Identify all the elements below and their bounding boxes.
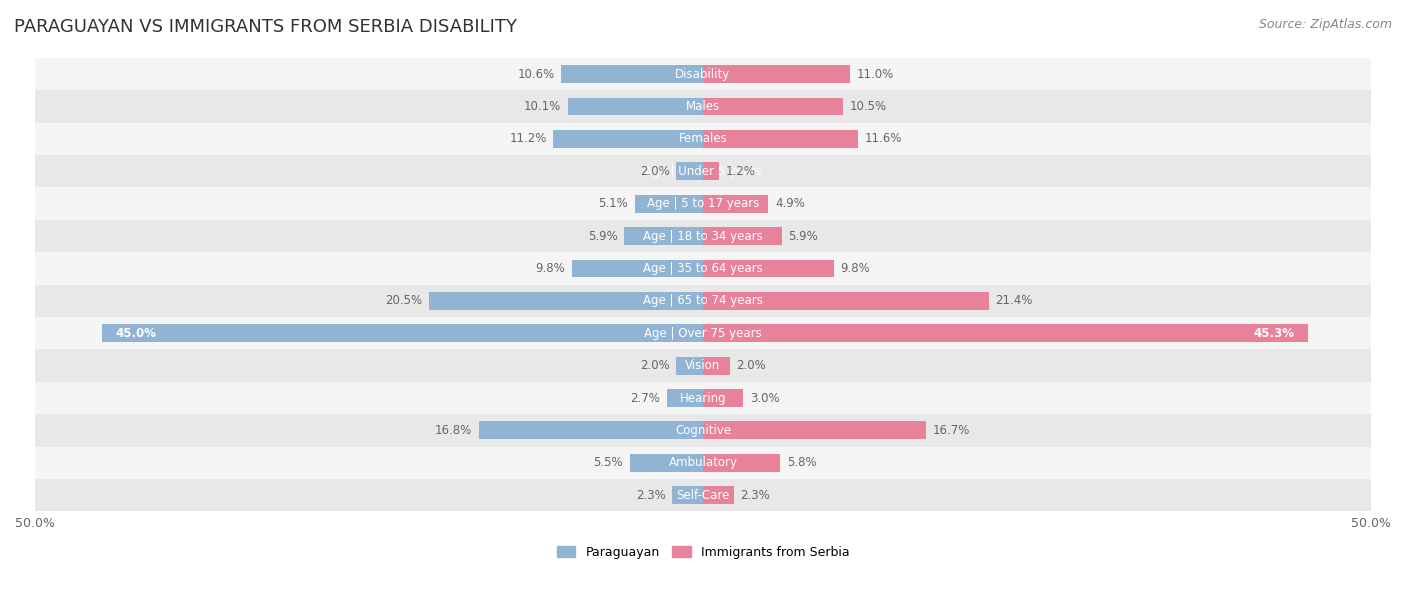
Bar — [703, 357, 730, 375]
Bar — [35, 58, 1371, 90]
Text: Source: ZipAtlas.com: Source: ZipAtlas.com — [1258, 18, 1392, 31]
Bar — [35, 317, 1371, 349]
Bar — [572, 259, 703, 277]
Text: Age | Under 5 years: Age | Under 5 years — [644, 165, 762, 177]
Text: 16.7%: 16.7% — [932, 424, 970, 437]
Bar — [676, 162, 703, 180]
Bar — [703, 454, 780, 472]
Text: 2.0%: 2.0% — [640, 359, 669, 372]
Text: 5.9%: 5.9% — [789, 230, 818, 242]
Bar — [35, 155, 1371, 187]
Bar — [101, 324, 703, 342]
Bar — [703, 162, 718, 180]
Bar — [35, 285, 1371, 317]
Text: 9.8%: 9.8% — [536, 262, 565, 275]
Bar — [35, 447, 1371, 479]
Text: Age | 18 to 34 years: Age | 18 to 34 years — [643, 230, 763, 242]
Legend: Paraguayan, Immigrants from Serbia: Paraguayan, Immigrants from Serbia — [551, 541, 855, 564]
Text: Age | 5 to 17 years: Age | 5 to 17 years — [647, 197, 759, 210]
Text: Hearing: Hearing — [679, 392, 727, 405]
Bar — [35, 414, 1371, 447]
Bar — [703, 487, 734, 504]
Bar — [672, 487, 703, 504]
Bar — [429, 292, 703, 310]
Text: 10.1%: 10.1% — [524, 100, 561, 113]
Text: 9.8%: 9.8% — [841, 262, 870, 275]
Text: 10.5%: 10.5% — [851, 100, 887, 113]
Text: 3.0%: 3.0% — [749, 392, 779, 405]
Text: Self-Care: Self-Care — [676, 489, 730, 502]
Text: 5.8%: 5.8% — [787, 457, 817, 469]
Text: Age | 65 to 74 years: Age | 65 to 74 years — [643, 294, 763, 307]
Text: 5.5%: 5.5% — [593, 457, 623, 469]
Bar — [478, 422, 703, 439]
Text: 45.3%: 45.3% — [1254, 327, 1295, 340]
Bar — [703, 65, 851, 83]
Text: 21.4%: 21.4% — [995, 294, 1033, 307]
Bar — [703, 227, 782, 245]
Bar — [35, 187, 1371, 220]
Bar — [703, 422, 927, 439]
Text: 2.3%: 2.3% — [741, 489, 770, 502]
Bar — [35, 349, 1371, 382]
Text: Males: Males — [686, 100, 720, 113]
Text: Age | 35 to 64 years: Age | 35 to 64 years — [643, 262, 763, 275]
Text: 5.9%: 5.9% — [588, 230, 617, 242]
Bar — [554, 130, 703, 147]
Text: Vision: Vision — [685, 359, 721, 372]
Bar — [624, 227, 703, 245]
Bar — [666, 389, 703, 407]
Text: 11.6%: 11.6% — [865, 132, 903, 145]
Bar — [568, 97, 703, 115]
Text: 2.0%: 2.0% — [737, 359, 766, 372]
Text: 2.3%: 2.3% — [636, 489, 665, 502]
Text: 11.2%: 11.2% — [509, 132, 547, 145]
Text: 2.0%: 2.0% — [640, 165, 669, 177]
Text: 5.1%: 5.1% — [599, 197, 628, 210]
Bar — [703, 130, 858, 147]
Bar — [703, 324, 1308, 342]
Bar — [676, 357, 703, 375]
Bar — [703, 292, 988, 310]
Text: 45.0%: 45.0% — [115, 327, 156, 340]
Bar — [35, 479, 1371, 512]
Bar — [703, 195, 769, 212]
Bar — [561, 65, 703, 83]
Bar — [35, 122, 1371, 155]
Text: 11.0%: 11.0% — [856, 67, 894, 81]
Bar — [35, 252, 1371, 285]
Text: Females: Females — [679, 132, 727, 145]
Bar — [35, 220, 1371, 252]
Text: Cognitive: Cognitive — [675, 424, 731, 437]
Text: 2.7%: 2.7% — [630, 392, 661, 405]
Text: 1.2%: 1.2% — [725, 165, 755, 177]
Bar — [703, 389, 744, 407]
Bar — [35, 382, 1371, 414]
Bar — [703, 97, 844, 115]
Text: 20.5%: 20.5% — [385, 294, 422, 307]
Bar — [636, 195, 703, 212]
Text: PARAGUAYAN VS IMMIGRANTS FROM SERBIA DISABILITY: PARAGUAYAN VS IMMIGRANTS FROM SERBIA DIS… — [14, 18, 517, 36]
Text: 10.6%: 10.6% — [517, 67, 555, 81]
Text: 16.8%: 16.8% — [434, 424, 472, 437]
Text: Age | Over 75 years: Age | Over 75 years — [644, 327, 762, 340]
Text: 4.9%: 4.9% — [775, 197, 806, 210]
Text: Ambulatory: Ambulatory — [668, 457, 738, 469]
Bar — [35, 90, 1371, 122]
Bar — [630, 454, 703, 472]
Bar — [703, 259, 834, 277]
Text: Disability: Disability — [675, 67, 731, 81]
